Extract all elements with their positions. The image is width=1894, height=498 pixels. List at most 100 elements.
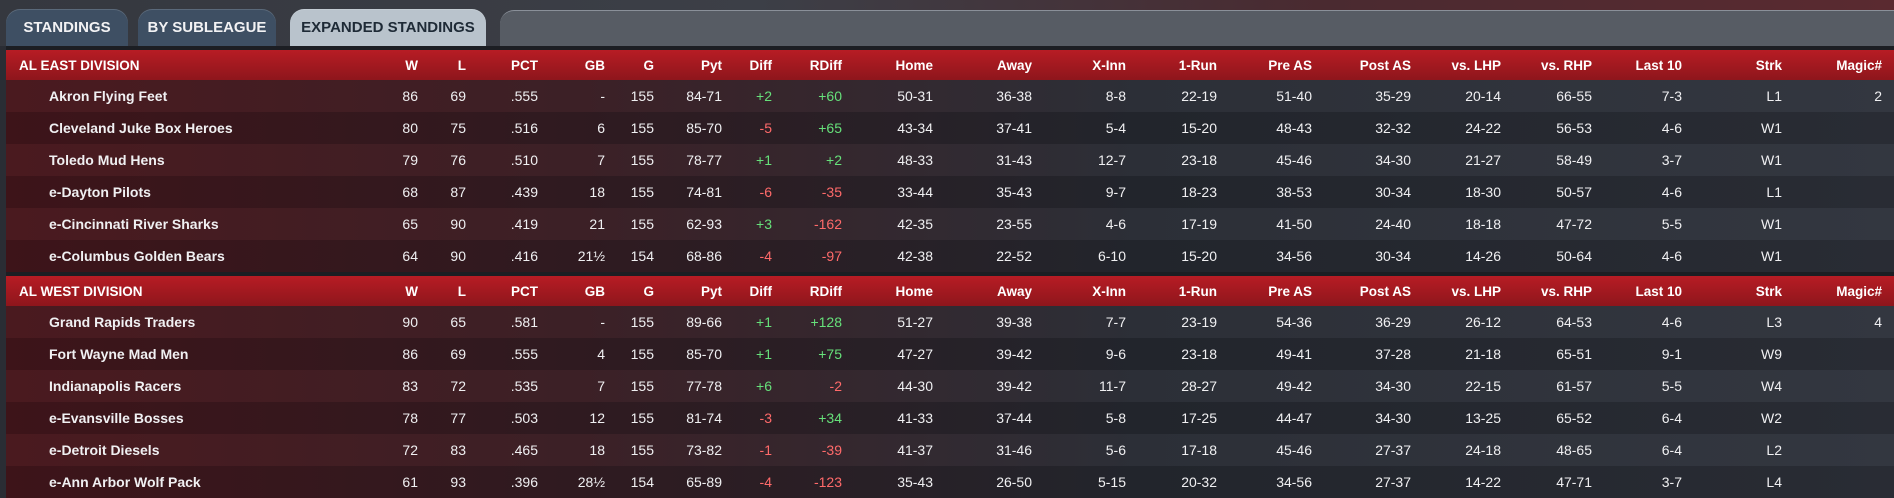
cell-rdiff: -162 xyxy=(813,216,842,232)
cell-pyt: 62-93 xyxy=(686,216,722,232)
team-name[interactable]: e-Cincinnati River Sharks xyxy=(49,216,219,232)
cell-pyt: 77-78 xyxy=(686,378,722,394)
cell-x-inn: 5-8 xyxy=(1105,410,1126,426)
cell-home: 47-27 xyxy=(897,346,933,362)
cell-strk: L2 xyxy=(1766,442,1782,458)
cell-g: 155 xyxy=(630,216,654,232)
cell-x-inn: 9-6 xyxy=(1105,346,1126,362)
cell-post-as: 37-28 xyxy=(1375,346,1411,362)
table-row[interactable]: Toledo Mud Hens 79 76 .510 7 155 78-77 +1 +2 48-3… xyxy=(6,144,1894,176)
cell-last-10: 9-1 xyxy=(1661,346,1682,362)
column-header-post-as: Post AS xyxy=(1359,283,1411,299)
division-name: AL WEST DIVISION xyxy=(19,283,143,299)
tab-by-subleague[interactable]: BY SUBLEAGUE xyxy=(138,9,276,46)
column-header-diff: Diff xyxy=(749,283,773,299)
team-name[interactable]: Cleveland Juke Box Heroes xyxy=(49,120,233,136)
column-header-last-10: Last 10 xyxy=(1635,57,1682,73)
cell-w: 61 xyxy=(402,474,418,490)
cell-l: 90 xyxy=(450,248,466,264)
team-name[interactable]: Toledo Mud Hens xyxy=(49,152,165,168)
column-header-vs-lhp: vs. LHP xyxy=(1451,57,1501,73)
cell-x-inn: 11-7 xyxy=(1099,378,1126,394)
cell-rdiff: -35 xyxy=(821,184,842,200)
cell-g: 155 xyxy=(630,346,654,362)
cell-vs-lhp: 14-26 xyxy=(1465,248,1501,264)
cell-last-10: 5-5 xyxy=(1661,216,1682,232)
cell-pyt: 74-81 xyxy=(686,184,722,200)
table-row[interactable]: e-Cincinnati River Sharks 65 90 .419 21 155 62… xyxy=(6,208,1894,240)
table-row[interactable]: e-Ann Arbor Wolf Pack 61 93 .396 28½ 154 65-89… xyxy=(6,466,1894,498)
cell-last-10: 4-6 xyxy=(1661,314,1682,330)
table-row[interactable]: e-Evansville Bosses 78 77 .503 12 155 81-74 -3 +… xyxy=(6,402,1894,434)
cell-vs-rhp: 66-55 xyxy=(1556,88,1592,104)
table-row[interactable]: e-Columbus Golden Bears 64 90 .416 21½ 154 68-… xyxy=(6,240,1894,272)
column-header-pre-as: Pre AS xyxy=(1268,57,1312,73)
cell-gb: - xyxy=(600,88,605,104)
cell-vs-rhp: 50-57 xyxy=(1556,184,1592,200)
table-row[interactable]: Akron Flying Feet 86 69 .555 - 155 84-71 +2 +60 5… xyxy=(6,80,1894,112)
team-name[interactable]: e-Dayton Pilots xyxy=(49,184,151,200)
column-header-one-run: 1-Run xyxy=(1178,283,1217,299)
cell-magic xyxy=(1802,176,1882,208)
cell-home: 33-44 xyxy=(897,184,933,200)
column-header-l: L xyxy=(457,283,466,299)
table-row[interactable]: Cleveland Juke Box Heroes 80 75 .516 6 155 85-… xyxy=(6,112,1894,144)
cell-gb: 6 xyxy=(597,120,605,136)
cell-post-as: 27-37 xyxy=(1375,442,1411,458)
cell-away: 26-50 xyxy=(996,474,1032,490)
cell-last-10: 6-4 xyxy=(1661,410,1682,426)
cell-g: 155 xyxy=(630,184,654,200)
cell-l: 72 xyxy=(450,378,466,394)
table-row[interactable]: Grand Rapids Traders 90 65 .581 - 155 89-66 +1 +… xyxy=(6,306,1894,338)
cell-l: 69 xyxy=(450,88,466,104)
table-row[interactable]: Indianapolis Racers 83 72 .535 7 155 77-78 +6 -2… xyxy=(6,370,1894,402)
cell-rdiff: -2 xyxy=(829,378,842,394)
team-name[interactable]: Fort Wayne Mad Men xyxy=(49,346,189,362)
column-header-one-run: 1-Run xyxy=(1178,57,1217,73)
team-name[interactable]: Indianapolis Racers xyxy=(49,378,182,394)
cell-last-10: 4-6 xyxy=(1661,248,1682,264)
cell-vs-rhp: 65-52 xyxy=(1556,410,1592,426)
cell-l: 65 xyxy=(450,314,466,330)
cell-g: 155 xyxy=(630,378,654,394)
cell-w: 79 xyxy=(402,152,418,168)
cell-pre-as: 49-41 xyxy=(1276,346,1312,362)
cell-vs-rhp: 56-53 xyxy=(1556,120,1592,136)
cell-away: 39-38 xyxy=(996,314,1032,330)
cell-strk: L4 xyxy=(1766,474,1782,490)
cell-w: 65 xyxy=(402,216,418,232)
cell-magic xyxy=(1802,144,1882,176)
cell-vs-lhp: 13-25 xyxy=(1465,410,1501,426)
team-name[interactable]: e-Ann Arbor Wolf Pack xyxy=(49,474,201,490)
tab-expanded-standings[interactable]: EXPANDED STANDINGS xyxy=(290,9,486,46)
cell-strk: L1 xyxy=(1766,88,1782,104)
column-header-home: Home xyxy=(895,283,933,299)
cell-post-as: 35-29 xyxy=(1375,88,1411,104)
team-name[interactable]: Grand Rapids Traders xyxy=(49,314,196,330)
team-name[interactable]: e-Columbus Golden Bears xyxy=(49,248,225,264)
cell-gb: 21 xyxy=(589,216,605,232)
table-row[interactable]: e-Dayton Pilots 68 87 .439 18 155 74-81 -6 -35 33… xyxy=(6,176,1894,208)
team-name[interactable]: e-Evansville Bosses xyxy=(49,410,184,426)
cell-vs-lhp: 24-18 xyxy=(1465,442,1501,458)
cell-vs-lhp: 24-22 xyxy=(1465,120,1501,136)
team-name[interactable]: e-Detroit Diesels xyxy=(49,442,160,458)
cell-strk: W1 xyxy=(1761,120,1782,136)
cell-rdiff: +2 xyxy=(826,152,842,168)
cell-post-as: 30-34 xyxy=(1375,248,1411,264)
team-name[interactable]: Akron Flying Feet xyxy=(49,88,168,104)
tab-standings[interactable]: STANDINGS xyxy=(6,9,128,46)
cell-g: 154 xyxy=(630,474,654,490)
table-row[interactable]: Fort Wayne Mad Men 86 69 .555 4 155 85-70 +1 +75… xyxy=(6,338,1894,370)
cell-strk: W2 xyxy=(1761,410,1782,426)
table-row[interactable]: e-Detroit Diesels 72 83 .465 18 155 73-82 -1 -39… xyxy=(6,434,1894,466)
column-header-gb: GB xyxy=(584,57,605,73)
cell-x-inn: 12-7 xyxy=(1097,152,1126,168)
cell-post-as: 34-30 xyxy=(1375,152,1411,168)
cell-pre-as: 54-36 xyxy=(1276,314,1312,330)
cell-vs-lhp: 26-12 xyxy=(1465,314,1501,330)
cell-l: 90 xyxy=(450,216,466,232)
cell-pct: .396 xyxy=(510,474,538,490)
cell-one-run: 23-19 xyxy=(1181,314,1217,330)
cell-home: 50-31 xyxy=(897,88,933,104)
